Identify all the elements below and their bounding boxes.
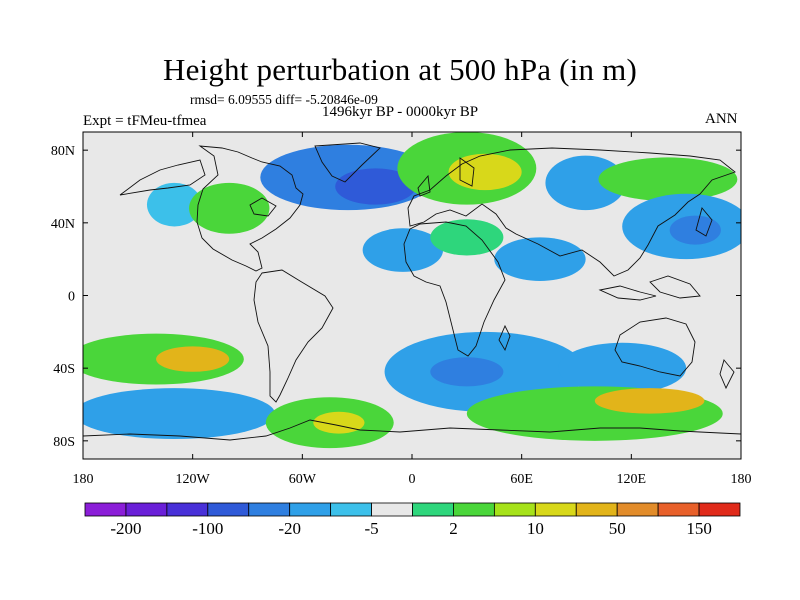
y-tick-label: 40N [51,217,75,232]
y-tick-label: 80N [51,144,75,159]
colorbar-swatch [698,502,741,517]
contour-region [83,388,275,440]
contour-region [494,237,586,281]
x-tick-label: 180 [73,472,94,487]
x-tick-label: 120W [176,472,211,487]
colorbar-label: -20 [278,519,301,538]
colorbar-label: -200 [110,519,141,538]
colorbar-label: 50 [609,519,626,538]
contour-fields [83,132,741,449]
colorbar-label: -100 [192,519,223,538]
x-tick-label: 180 [731,472,752,487]
colorbar-label: 150 [686,519,712,538]
contour-region [430,357,504,387]
contour-region [448,153,522,191]
contour-region [430,219,504,256]
colorbar-label: 2 [449,519,458,538]
colorbar-swatch [84,502,127,517]
contour-region [558,342,687,394]
y-tick-label: 80S [53,435,75,450]
y-axis: 80N 40N 0 40S 80S [51,144,741,450]
contour-region [362,228,444,272]
colorbar-swatch [453,502,495,517]
x-axis: 180 120W 60W 0 60E 120E 180 [73,132,752,487]
contour-region [335,168,416,205]
x-tick-label: 60E [510,472,533,487]
colorbar-swatch [207,502,250,517]
colorbar-swatch [166,502,209,517]
contour-region [146,182,202,227]
coastlines [83,142,741,441]
y-tick-label: 40S [53,362,75,377]
season-label: ANN [705,111,738,127]
contour-region [189,182,270,234]
colorbar-swatch [289,502,332,517]
contour-region [669,215,721,245]
colorbar-swatch [371,502,413,517]
contour-region [598,157,738,202]
colorbar-swatch [125,502,168,517]
contour-region [313,411,365,434]
colorbar-swatch [330,502,372,517]
colorbar: -200 -100 -20 -5 2 10 50 150 [84,502,741,538]
x-tick-label: 60W [289,472,317,487]
colorbar-label: -5 [364,519,378,538]
stats-line: rmsd= 6.09555 diff= -5.20846e-09 [190,92,378,107]
colorbar-swatch [412,502,454,517]
chart-title: Height perturbation at 500 hPa (in m) [162,52,638,87]
colorbar-swatch [575,502,618,517]
colorbar-swatch [616,502,659,517]
contour-region [156,346,230,372]
y-tick-label: 0 [68,290,75,305]
contour-region [594,388,705,414]
x-tick-label: 120E [617,472,647,487]
experiment-label: Expt = tFMeu-tfmea [83,113,207,129]
x-tick-label: 0 [409,472,416,487]
colorbar-swatch [534,502,577,517]
colorbar-label: 10 [527,519,544,538]
period-label: 1496kyr BP - 0000kyr BP [322,104,479,120]
colorbar-swatch [493,502,536,517]
colorbar-swatch [657,502,700,517]
colorbar-swatch [248,502,291,517]
contour-region [545,155,626,211]
